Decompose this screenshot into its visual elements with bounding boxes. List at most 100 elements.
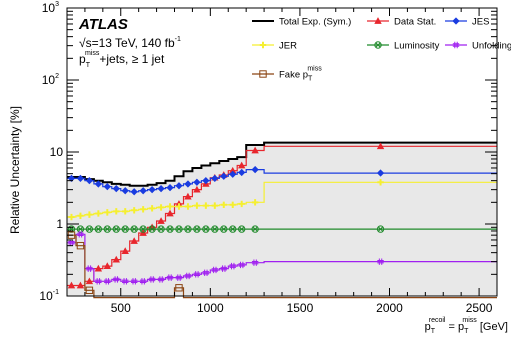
data-point-x [377, 226, 384, 232]
data-point [94, 264, 103, 272]
data-point [238, 168, 246, 177]
data-point [130, 237, 138, 244]
data-point-x [140, 226, 146, 232]
data-point [184, 192, 192, 200]
data-point [122, 278, 129, 285]
x-tick-label: 500 [111, 301, 131, 315]
data-point [175, 182, 183, 190]
data-point [103, 262, 112, 269]
data-point [95, 210, 102, 217]
data-point-x [203, 226, 209, 232]
data-point [139, 187, 147, 195]
data-point [166, 184, 174, 192]
data-point-x [95, 226, 101, 232]
legend-item: Data Stat. [367, 17, 436, 28]
data-point-x [77, 226, 84, 232]
y-tick-label: 1 [56, 217, 63, 231]
data-point [377, 258, 384, 265]
data-point [95, 278, 102, 285]
data-point [112, 225, 120, 233]
data-point [220, 265, 227, 272]
data-point-x [149, 226, 155, 232]
data-point [251, 259, 259, 266]
data-point [94, 225, 103, 233]
data-point [113, 208, 120, 215]
data-point [148, 225, 156, 233]
data-point [86, 265, 93, 272]
data-point [184, 272, 192, 280]
data-point [229, 201, 236, 208]
series-jes [67, 165, 497, 196]
data-point [376, 225, 385, 233]
legend-marker [374, 41, 382, 49]
data-point [139, 225, 147, 233]
data-point [112, 255, 120, 263]
data-point [184, 180, 192, 188]
series-jer [67, 179, 497, 221]
atlas-label: ATLAS [78, 16, 128, 33]
data-point [238, 200, 245, 208]
data-point-x [122, 226, 128, 232]
data-point [130, 188, 138, 196]
data-point [202, 202, 210, 209]
data-point [175, 225, 183, 233]
data-point [76, 174, 85, 183]
data-point [148, 205, 156, 212]
data-point [67, 174, 76, 183]
data-point [130, 225, 138, 233]
data-point [237, 225, 246, 233]
data-point [148, 276, 156, 283]
data-point [251, 165, 259, 174]
data-point [166, 225, 174, 233]
data-point [86, 211, 93, 218]
data-point [103, 225, 112, 233]
data-point [67, 281, 76, 289]
series-group [67, 141, 497, 299]
data-point-x [176, 226, 182, 232]
series-line [67, 169, 497, 193]
legend-marker [374, 17, 382, 24]
data-point [229, 225, 237, 233]
legend-item: Fake pTmiss [252, 66, 322, 83]
data-point [166, 209, 174, 217]
data-point [376, 142, 385, 150]
data-point [121, 247, 129, 254]
data-point [77, 231, 84, 238]
data-point-x [230, 226, 236, 232]
data-point-x [221, 226, 227, 232]
data-point [193, 202, 201, 209]
data-point [251, 199, 259, 206]
data-point [121, 225, 129, 233]
total-band [67, 142, 497, 296]
data-point [238, 261, 245, 269]
data-point-x [104, 226, 110, 232]
data-point [139, 278, 147, 285]
data-point-x [131, 226, 137, 232]
legend-item: Total Exp. (Sym.) [252, 17, 351, 28]
data-point [85, 277, 94, 285]
data-point [157, 184, 165, 193]
y-axis-label: Relative Uncertainty [%] [8, 106, 22, 234]
data-point [251, 146, 259, 154]
legend: Total Exp. (Sym.) Data Stat. JES JER Luminos… [252, 17, 511, 83]
data-point [193, 178, 201, 186]
legend-label: Total Exp. (Sym.) [279, 17, 351, 28]
legend-marker [259, 70, 267, 78]
data-point [148, 186, 156, 194]
data-point [193, 271, 201, 278]
legend-marker [452, 17, 460, 25]
data-point [211, 174, 219, 183]
y-tick-label: 103 [42, 1, 59, 15]
data-point [376, 169, 385, 177]
x-tick-label: 2500 [466, 301, 493, 315]
data-point [237, 161, 246, 169]
data-point [202, 177, 210, 185]
legend-marker [452, 41, 460, 49]
legend-label: JES [472, 17, 489, 28]
data-point-x [239, 226, 245, 232]
data-point [85, 177, 94, 185]
axis-ticks: 500 1000 1500 2000 2500 10-1 1 10 102 103 [39, 1, 498, 315]
legend-label: Fake pTmiss [279, 66, 322, 83]
data-point [76, 241, 85, 250]
